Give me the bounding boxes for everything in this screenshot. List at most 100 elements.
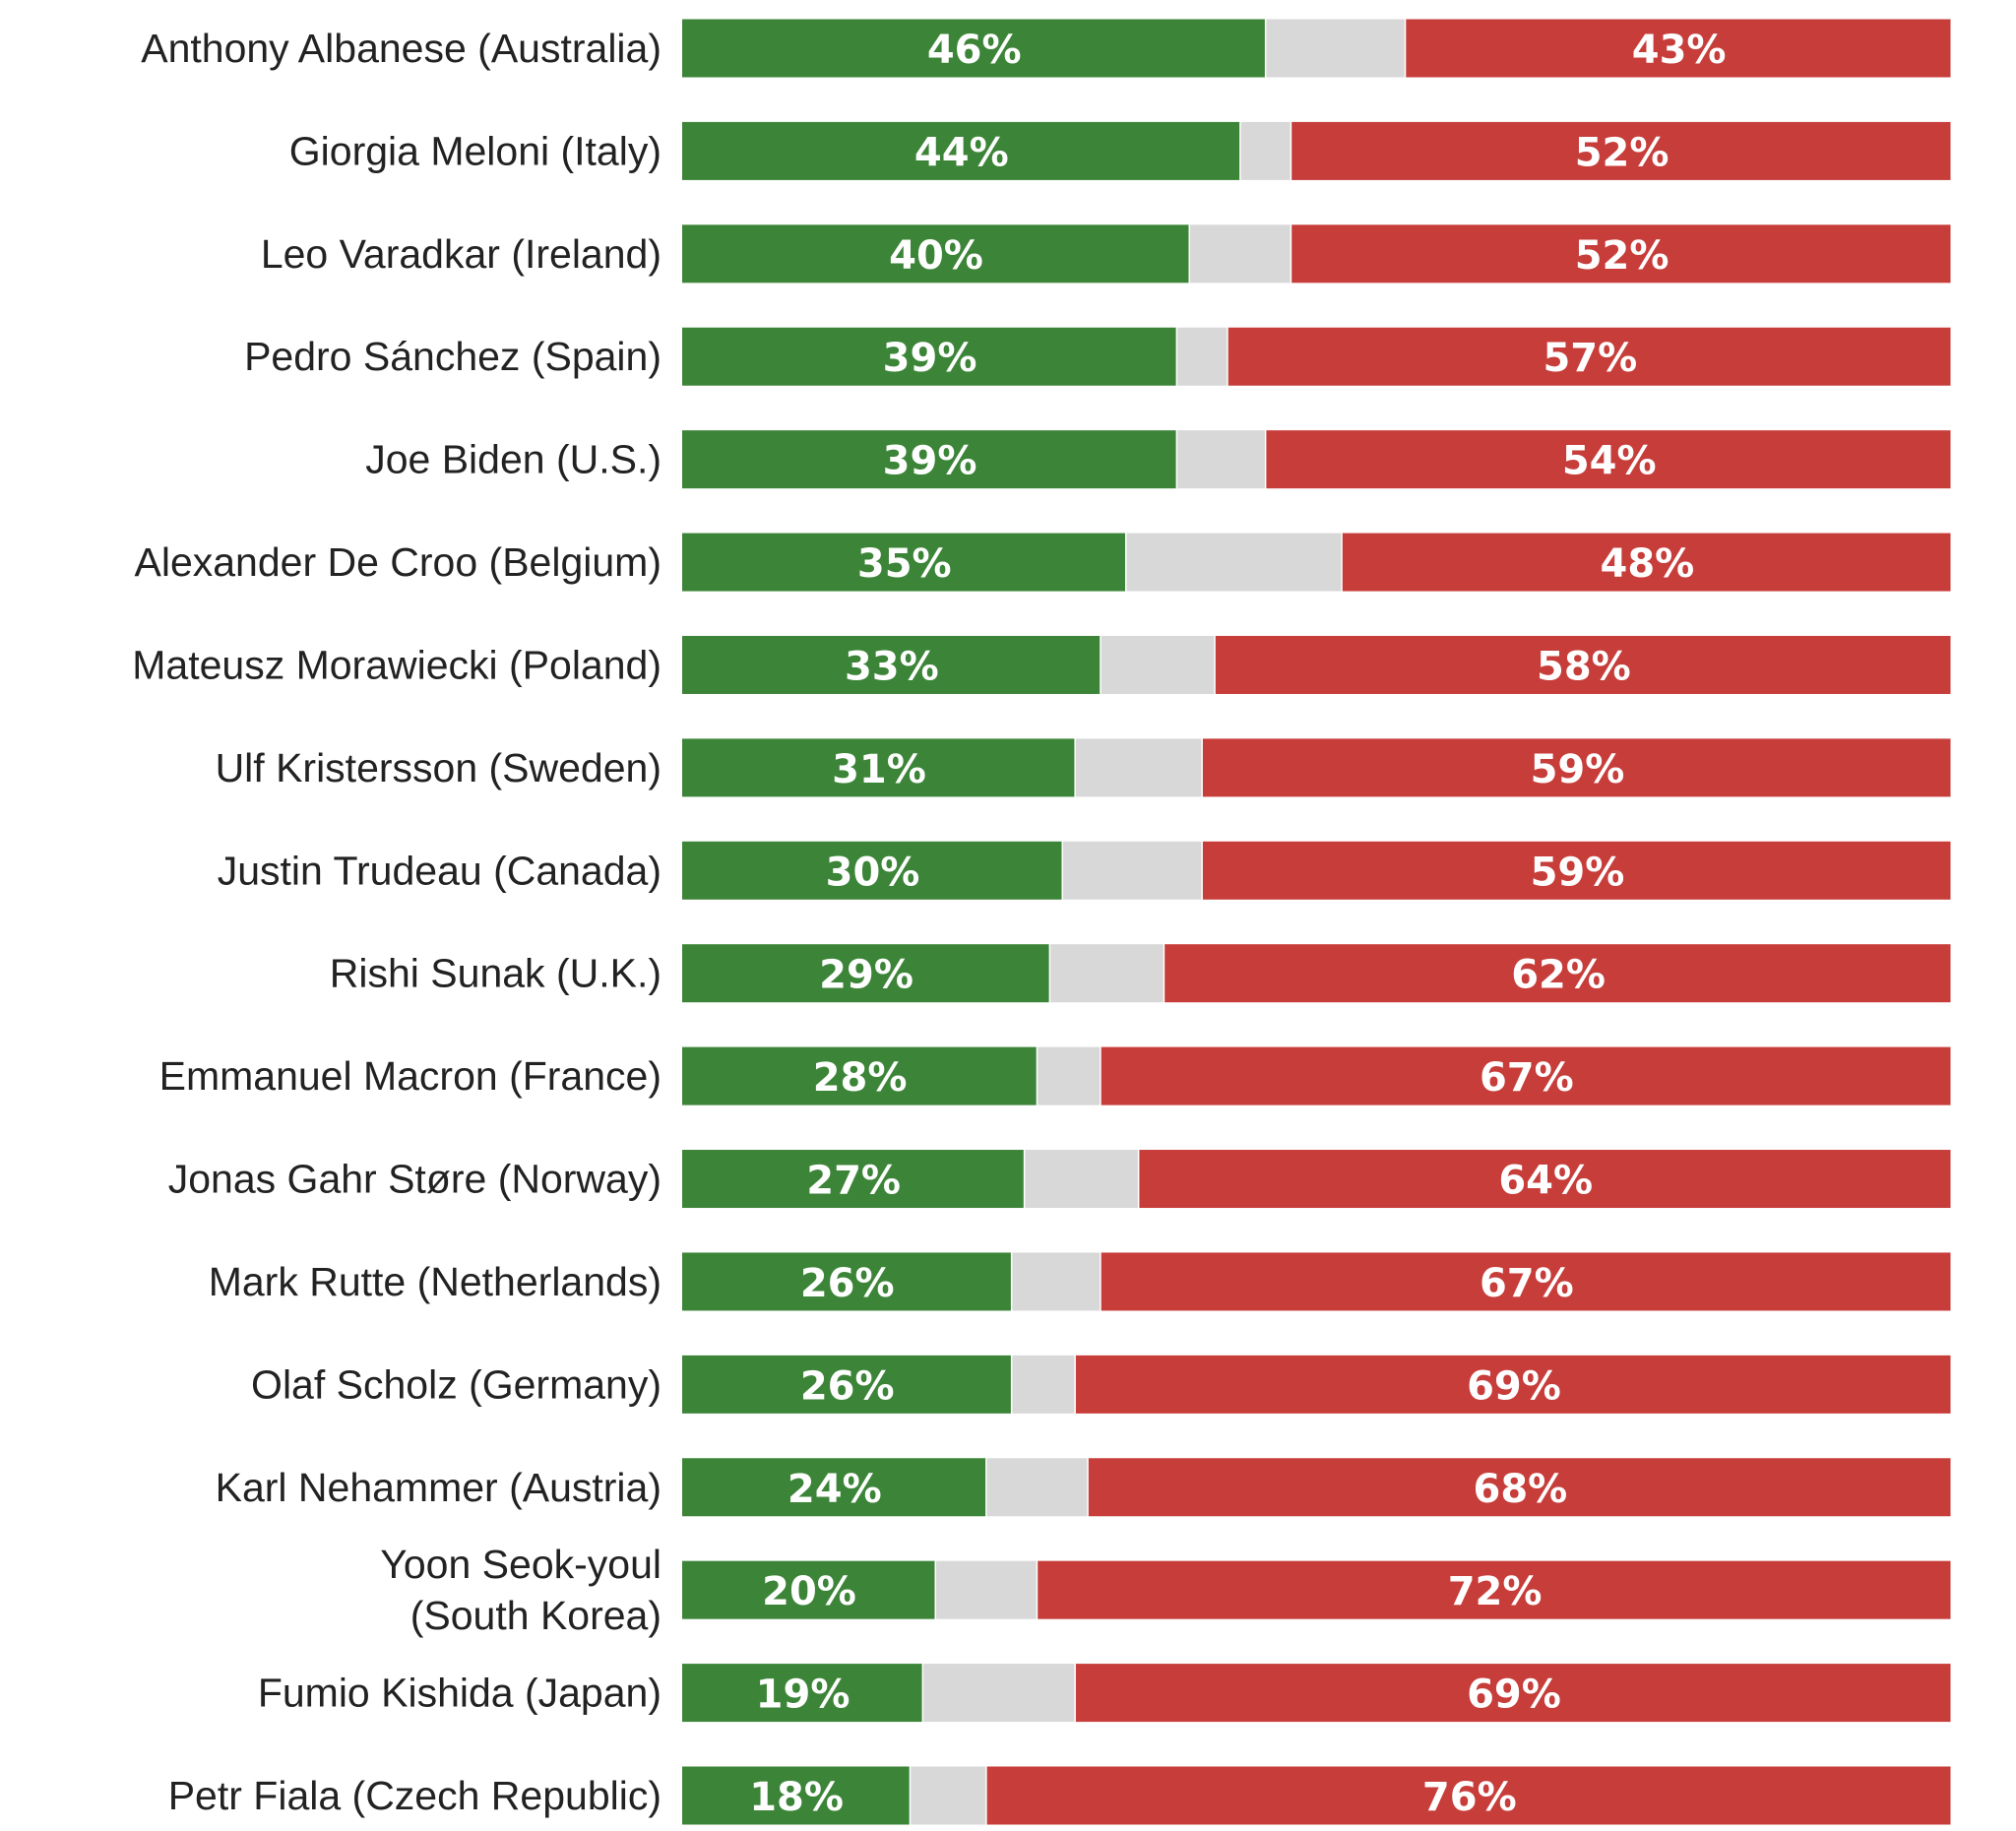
- bar-segment-2: [1406, 19, 1951, 78]
- data-label: 44%: [914, 130, 1009, 175]
- bar-segment-1: [911, 1766, 986, 1825]
- category-label-line: (South Korea): [410, 1593, 662, 1638]
- category-label-line: Giorgia Meloni (Italy): [289, 128, 662, 173]
- data-label: 76%: [1422, 1775, 1517, 1820]
- data-label: 39%: [883, 336, 977, 381]
- category-label-line: Yoon Seok-youl: [380, 1542, 662, 1587]
- bar-segment-0: [682, 635, 1101, 694]
- category-label-line: Leo Varadkar (Ireland): [261, 231, 662, 277]
- bar-segment-2: [1075, 1355, 1951, 1414]
- data-label: 40%: [889, 233, 983, 279]
- bar-segment-1: [1012, 1355, 1075, 1414]
- category-label: Mateusz Morawiecki (Poland): [132, 642, 662, 687]
- bar-segment-1: [1177, 430, 1265, 489]
- bar-segment-0: [682, 1458, 986, 1517]
- category-label-line: Petr Fiala (Czech Republic): [168, 1773, 662, 1818]
- category-label-line: Olaf Scholz (Germany): [251, 1361, 662, 1407]
- bar-segment-0: [682, 1355, 1011, 1414]
- data-label: 59%: [1531, 747, 1625, 792]
- bar-segment-0: [682, 841, 1062, 900]
- data-label: 54%: [1562, 439, 1657, 484]
- data-label: 29%: [819, 953, 914, 998]
- category-label: Emmanuel Macron (France): [159, 1053, 662, 1099]
- category-label: Justin Trudeau (Canada): [218, 848, 662, 893]
- bar-segment-1: [1075, 738, 1202, 797]
- data-label: 35%: [857, 541, 952, 587]
- data-label: 72%: [1448, 1569, 1543, 1614]
- bar-segment-2: [1202, 738, 1951, 797]
- data-label: 19%: [756, 1673, 850, 1718]
- data-label: 26%: [800, 1363, 895, 1409]
- bar-segment-0: [682, 327, 1176, 386]
- bar-segment-2: [1215, 635, 1951, 694]
- data-label: 58%: [1537, 644, 1631, 689]
- category-label: Fumio Kishida (Japan): [258, 1671, 662, 1716]
- bar-segment-2: [1292, 224, 1951, 284]
- category-label-line: Justin Trudeau (Canada): [218, 848, 662, 893]
- bar-segment-1: [1101, 635, 1215, 694]
- data-label: 52%: [1575, 233, 1670, 279]
- data-label: 20%: [762, 1569, 856, 1614]
- bar-segment-1: [1240, 121, 1291, 180]
- data-label: 69%: [1467, 1363, 1561, 1409]
- bar-segment-0: [682, 944, 1049, 1003]
- bar-segment-1: [1012, 1252, 1101, 1311]
- data-label: 64%: [1498, 1159, 1593, 1204]
- bar-segment-0: [682, 1664, 922, 1723]
- category-label-line: Ulf Kristersson (Sweden): [216, 745, 662, 790]
- bar-segment-2: [1228, 327, 1951, 386]
- bar-segment-2: [1038, 1560, 1951, 1619]
- bar-segment-1: [1025, 1150, 1138, 1209]
- category-label: Joe Biden (U.S.): [365, 437, 662, 482]
- bar-segment-0: [682, 1766, 910, 1825]
- data-label: 26%: [800, 1261, 895, 1306]
- data-label: 52%: [1575, 130, 1670, 175]
- data-label: 57%: [1543, 336, 1637, 381]
- bar-segment-0: [682, 1252, 1011, 1311]
- category-label: Olaf Scholz (Germany): [251, 1361, 662, 1407]
- category-label-line: Pedro Sánchez (Spain): [244, 334, 662, 379]
- bar-segment-2: [986, 1766, 1951, 1825]
- data-label: 18%: [749, 1775, 844, 1820]
- bar-segment-0: [682, 224, 1189, 284]
- category-label-line: Joe Biden (U.S.): [365, 437, 662, 482]
- category-label-line: Karl Nehammer (Austria): [216, 1465, 662, 1510]
- bar-segment-0: [682, 738, 1075, 797]
- bar-segment-0: [682, 533, 1125, 592]
- bar-segment-0: [682, 1046, 1037, 1105]
- data-label: 39%: [883, 439, 977, 484]
- category-label-line: Jonas Gahr Støre (Norway): [168, 1157, 662, 1202]
- category-label-line: Anthony Albanese (Australia): [141, 26, 662, 71]
- data-label: 24%: [788, 1467, 882, 1512]
- bar-segment-0: [682, 121, 1240, 180]
- bar-segment-1: [1126, 533, 1342, 592]
- bar-segment-2: [1075, 1664, 1951, 1723]
- data-label: 59%: [1531, 850, 1625, 895]
- category-label-line: Mark Rutte (Netherlands): [209, 1259, 662, 1304]
- category-label: Mark Rutte (Netherlands): [209, 1259, 662, 1304]
- category-label-line: Mateusz Morawiecki (Poland): [132, 642, 662, 687]
- bar-segment-0: [682, 19, 1265, 78]
- category-label-line: Fumio Kishida (Japan): [258, 1671, 662, 1716]
- category-label: Petr Fiala (Czech Republic): [168, 1773, 662, 1818]
- data-label: 69%: [1467, 1673, 1561, 1718]
- bar-segment-2: [1266, 430, 1951, 489]
- data-label: 27%: [806, 1159, 901, 1204]
- bar-segment-1: [1050, 944, 1164, 1003]
- data-label: 28%: [813, 1055, 908, 1101]
- category-label-line: Emmanuel Macron (France): [159, 1053, 662, 1099]
- bar-segment-1: [1038, 1046, 1101, 1105]
- bar-segment-2: [1342, 533, 1951, 592]
- bar-segment-2: [1088, 1458, 1951, 1517]
- category-label-line: Alexander De Croo (Belgium): [134, 539, 662, 585]
- bar-segment-2: [1101, 1046, 1951, 1105]
- data-label: 46%: [927, 28, 1022, 73]
- bar-segment-2: [1165, 944, 1951, 1003]
- data-label: 67%: [1480, 1055, 1574, 1101]
- data-label: 33%: [845, 644, 939, 689]
- bar-segment-1: [1266, 19, 1405, 78]
- bar-segment-2: [1101, 1252, 1951, 1311]
- data-label: 62%: [1511, 953, 1606, 998]
- bar-segment-2: [1202, 841, 1951, 900]
